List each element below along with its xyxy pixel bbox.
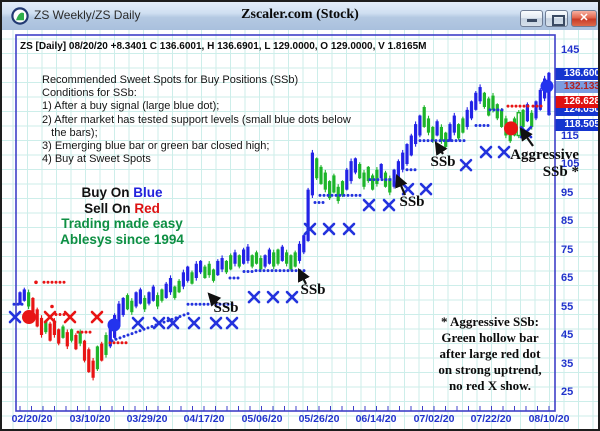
conditions-line: the bars); [42,126,98,139]
conditions-line: 4) Buy at Sweet Spots [42,153,151,166]
conditions-line: Recommended Sweet Spots for Buy Position… [42,74,299,86]
y-axis-label: 35 [561,357,574,370]
slogan-text-part: Red [134,200,160,216]
price-tag: 118.505 [555,119,598,132]
x-axis-label: 03/29/20 [126,413,168,425]
note-line: Green hollow bar [441,330,539,345]
minimize-button[interactable] [520,10,543,27]
maximize-icon [552,15,565,26]
conditions-line: Conditions for SSb: [42,87,137,100]
y-axis-label: 25 [561,386,574,398]
sell-signal-dot [22,310,36,325]
ssb-label: SSb [399,194,424,210]
slogan-text-part: Trading made easy [61,216,183,232]
ssb-label: SSb [213,300,238,316]
x-axis-label: 08/10/20 [528,413,570,425]
slogan-text-part: Sell On [84,200,135,216]
y-axis-label: 145 [561,44,580,56]
ohlc-quote-line: ZS [Daily] 08/20/20 +8.3401 C 136.6001, … [20,41,427,52]
price-tag: 136.600 [555,67,598,80]
title-bar[interactable]: ZS Weekly/ZS Daily Zscaler.com (Stock) ✕ [2,2,598,31]
price-tag: 132.133 [555,80,598,93]
x-axis-label: 05/26/20 [298,413,340,425]
abletrend-logo-icon[interactable] [11,7,29,25]
window-title: ZS Weekly/ZS Daily [34,8,141,22]
x-axis-label: 05/06/20 [241,413,283,425]
y-axis-label: 75 [561,243,574,256]
slogan-text-part: Ablesys since 1994 [60,231,184,247]
buy-signal-dot [540,79,554,93]
price-tag: 126.628 [555,96,598,109]
slogan-line: Trading made easy [40,216,204,232]
slogan-text-part: Blue [133,185,163,200]
slogan-text-part: Buy On [81,185,134,200]
conditions-line: 1) After a buy signal (large blue dot); [42,100,220,113]
x-axis-label: 02/20/20 [11,413,53,425]
chart-canvas: ZS [Daily] 08/20/20 +8.3401 C 136.6001, … [2,30,598,429]
ssb-label: SSb [430,154,455,170]
note-line: on strong uptrend, [438,362,542,377]
y-axis-label: 65 [561,272,574,284]
minimize-icon [527,19,537,22]
conditions-line: 3) Emerging blue bar or green bar closed… [42,140,270,153]
slogan-line: Buy On Blue [40,185,204,201]
note-line: after large red dot [439,346,541,361]
sell-signal-dot [504,121,518,136]
x-axis-label: 06/14/20 [355,413,397,425]
aggressive-ssb-note: * Aggressive SSb: Green hollow bar after l… [412,314,568,394]
ssb-label: SSb [300,282,325,298]
x-axis-label: 03/10/20 [69,413,111,425]
buy-signal-dot [107,318,121,332]
note-line: no red X show. [448,378,532,393]
x-axis-label: 04/17/20 [183,413,225,425]
y-axis-label: 85 [561,215,574,227]
ssb-conditions-text: Recommended Sweet Spots for Buy Position… [42,74,351,166]
x-axis-label: 07/22/20 [470,413,512,425]
document-title: Zscaler.com (Stock) [241,7,359,22]
y-axis-label: 115 [561,129,579,142]
slogan-line: Sell On Red [40,201,204,217]
slogan-line: Ablesys since 1994 [40,232,204,248]
note-line: * Aggressive SSb: [441,314,539,329]
maximize-button[interactable] [545,10,568,27]
close-button[interactable]: ✕ [571,10,597,27]
x-axis-label: 07/02/20 [413,413,455,425]
y-axis-label: 45 [561,329,574,341]
slogan-text: Buy On Blue Sell On Red Trading made easy A… [40,185,204,247]
y-axis-label: 105 [561,158,580,170]
conditions-line: 2) After market has tested support level… [42,113,351,126]
y-axis-label: 55 [561,300,574,313]
y-axis-label: 95 [561,186,574,199]
